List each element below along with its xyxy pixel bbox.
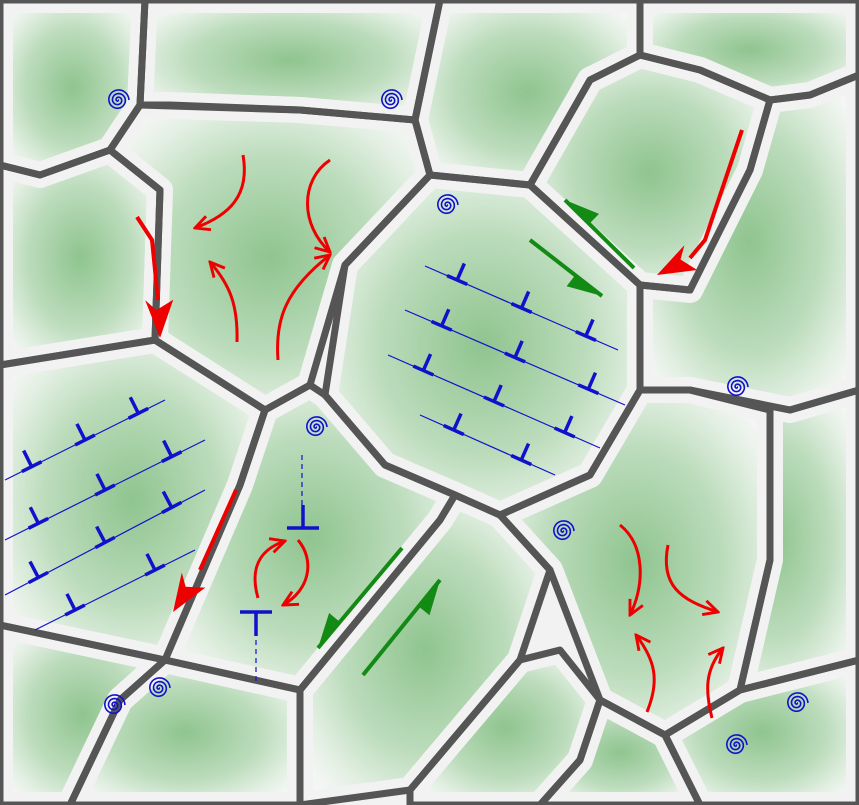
grain-boundary-18 [536,696,704,805]
green-arrow-icon [566,275,602,296]
red-arrow-icon [135,215,160,301]
dislocation-symbol-icon [161,439,183,464]
red-arrow-icon [657,245,698,275]
dislocation-symbol-icon [94,525,116,550]
curved-arrow-icon [664,544,718,612]
dislocation-symbol-icon [442,412,465,437]
dislocation-symbol-icon [127,396,149,420]
curved-arrow-icon [195,154,246,228]
spiral-icon [107,89,130,110]
red-arrow-icon [173,572,206,612]
dislocation-symbol-icon [161,490,183,515]
dislocation-symbol-icon [94,473,116,497]
dislocation-symbol-icon [287,505,319,530]
dislocation-symbol-icon [144,553,166,577]
dislocation-symbol-icon [504,340,526,364]
spiral-icon [148,677,171,698]
dislocation-symbol-icon [240,610,272,636]
grain-boundary-16 [66,656,304,805]
dislocation-symbol-icon [510,290,533,314]
dislocation-symbol-icon [510,442,533,467]
spiral-icon [380,89,403,110]
green-arrow-icon [318,613,340,648]
spiral-icon [726,376,749,397]
green-arrow-icon [565,200,599,224]
markings-layer [4,89,809,755]
curved-arrow-icon [276,255,330,361]
dislocation-symbol-icon [577,371,600,396]
dislocation-symbol-icon [483,384,505,408]
curved-arrow-icon [283,539,310,605]
spiral-icon [103,694,126,715]
spiral-icon [786,692,809,713]
dislocation-symbol-icon [27,560,49,585]
dislocation-symbol-icon [446,262,468,286]
red-arrow-icon [688,129,744,260]
dislocation-symbol-icon [74,423,96,447]
curved-arrow-icon [253,541,285,599]
red-arrow-icon [145,299,174,338]
dislocation-symbol-icon [553,415,576,439]
green-arrow-icon [418,580,440,616]
dislocation-symbol-icon [412,353,435,377]
curved-arrow-icon [706,648,723,719]
spiral-icon [436,194,459,215]
dislocation-symbol-icon [21,449,43,474]
curved-arrow-icon [619,523,640,615]
dislocation-symbol-icon [64,593,86,617]
spiral-icon [725,734,748,755]
curved-arrow-icon [636,635,656,713]
grain-boundary-19 [661,656,859,805]
spiral-icon [552,520,575,541]
dislocation-line [34,549,196,631]
dislocation-symbol-icon [27,506,49,530]
dislocation-symbol-icon [575,318,597,342]
curved-arrow-icon [210,262,239,343]
curved-arrow-icon [306,158,331,252]
red-arrow-icon [198,489,238,571]
dislocation-symbol-icon [430,308,453,332]
spiral-icon [305,416,328,437]
dislocation-line [419,414,556,476]
